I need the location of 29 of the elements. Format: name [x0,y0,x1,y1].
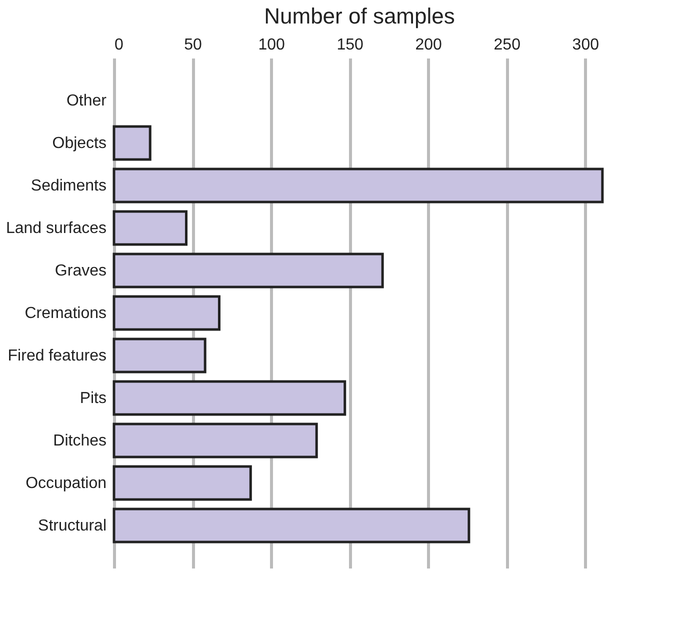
x-axis-title: Number of samples [264,4,455,28]
y-tick-label: Other [66,92,108,110]
bar [112,295,220,331]
y-tick-label: Cremations [24,305,106,322]
bar [112,252,384,288]
y-tick-label: Land surfaces [6,220,106,237]
y-tick-label: Sediments [30,178,106,194]
y-tick-label: Graves [54,262,106,280]
bar [112,210,188,246]
y-tick-label: Pits [80,390,106,407]
bar [112,338,206,374]
x-tick-label: 0 [114,36,124,54]
y-tick-label: Structural [38,518,106,534]
y-tick-label: Objects [52,135,106,152]
bar [112,168,604,204]
bar [112,380,346,416]
x-tick-label: 100 [258,36,285,54]
y-tick-label: Ditches [53,432,106,450]
y-tick-label: Fired features [8,348,106,364]
y-tick-label: Occupation [26,475,106,492]
bar [112,422,318,458]
bar [112,465,252,501]
bar [112,125,152,161]
x-tick-label: 150 [336,36,364,54]
x-tick-label: 300 [572,36,600,54]
bar [112,508,470,544]
x-tick-label: 50 [184,36,202,54]
x-tick-label: 200 [415,36,442,54]
x-tick-label: 250 [494,36,521,54]
